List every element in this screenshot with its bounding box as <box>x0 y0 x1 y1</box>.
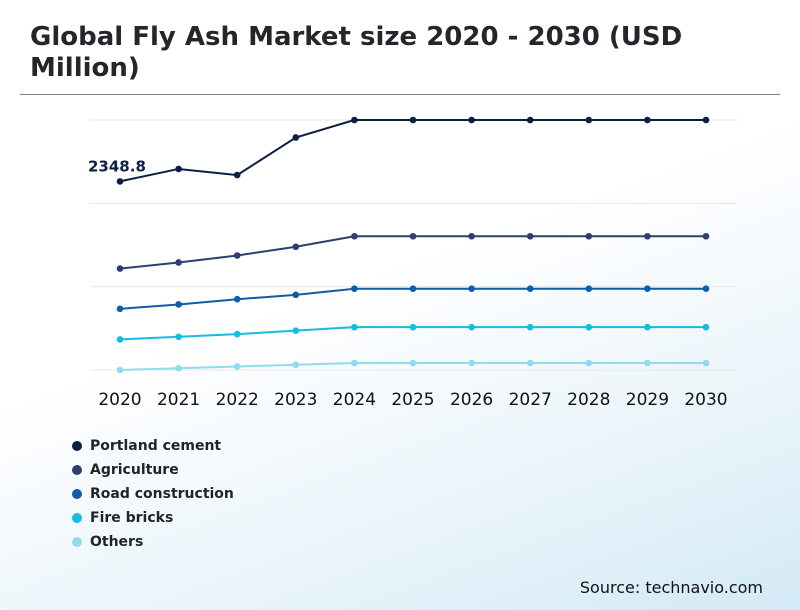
x-tick-label: 2029 <box>626 390 669 410</box>
data-point <box>644 285 651 293</box>
data-point <box>409 116 417 124</box>
data-point <box>409 232 417 240</box>
data-point <box>233 363 241 370</box>
legend-marker <box>72 489 82 499</box>
data-point <box>351 359 358 367</box>
x-tick-label: 2025 <box>391 390 434 410</box>
data-point <box>175 364 182 372</box>
legend-label: Road construction <box>90 486 234 502</box>
data-point <box>702 232 710 240</box>
data-point <box>351 116 358 124</box>
data-point <box>585 116 593 124</box>
data-point <box>644 359 651 367</box>
legend-item: Others <box>72 530 234 554</box>
data-point <box>175 259 182 266</box>
legend-marker <box>72 513 82 523</box>
x-tick-label: 2027 <box>509 390 552 410</box>
data-point <box>468 116 475 124</box>
data-point <box>292 243 300 251</box>
data-point <box>116 178 124 185</box>
series-line <box>119 119 706 183</box>
legend-item: Agriculture <box>72 458 234 482</box>
data-point <box>351 285 358 293</box>
data-point <box>233 295 241 303</box>
data-point <box>644 232 651 240</box>
data-point <box>526 359 534 367</box>
data-point <box>351 323 358 331</box>
data-point <box>116 265 124 272</box>
data-point <box>644 323 651 331</box>
legend-label: Others <box>90 534 144 550</box>
legend-marker <box>72 537 82 547</box>
data-point <box>116 305 124 313</box>
legend-label: Fire bricks <box>90 510 174 526</box>
data-point <box>292 134 300 141</box>
legend-item: Road construction <box>72 482 234 506</box>
data-point <box>702 359 710 367</box>
data-point <box>409 323 417 331</box>
data-point <box>468 232 475 240</box>
data-point <box>702 116 710 124</box>
x-tick-label: 2028 <box>567 390 610 410</box>
x-tick-label: 2023 <box>274 390 317 410</box>
line-chart: 2020 2021 2022 2023 2024 2025 2026 2027 2028 2029… <box>88 116 737 410</box>
data-point <box>468 359 475 367</box>
data-point <box>702 323 710 331</box>
legend-item: Fire bricks <box>72 506 234 530</box>
data-point <box>175 333 182 341</box>
series-line <box>119 235 706 270</box>
x-tick-label: 2022 <box>216 390 259 410</box>
data-point <box>468 323 475 331</box>
data-point <box>351 232 358 240</box>
data-point <box>175 301 182 308</box>
x-tick-label: 2026 <box>450 390 493 410</box>
x-tick-label: 2021 <box>157 390 200 410</box>
data-point <box>233 171 241 179</box>
data-point <box>585 323 593 331</box>
data-point <box>585 232 593 240</box>
data-point <box>526 285 534 293</box>
data-point <box>233 252 241 259</box>
x-tick-label: 2030 <box>684 390 727 410</box>
data-point <box>116 366 124 374</box>
data-point <box>585 359 593 367</box>
data-point <box>409 285 417 293</box>
x-tick-label: 2024 <box>333 390 376 410</box>
legend-item: Portland cement <box>72 434 234 458</box>
data-point <box>116 336 124 343</box>
legend-marker <box>72 441 82 451</box>
data-point <box>468 285 475 293</box>
data-point <box>409 359 417 367</box>
source-label: Source: technavio.com <box>579 578 763 597</box>
data-point <box>292 291 300 299</box>
data-label: 2348.8 <box>88 157 146 175</box>
data-point <box>292 327 300 334</box>
data-point <box>526 232 534 240</box>
data-point <box>292 361 300 369</box>
data-point <box>585 285 593 293</box>
x-tick-label: 2020 <box>98 390 141 410</box>
chart-legend: Portland cement Agriculture Road construct… <box>72 434 234 554</box>
chart-title: Global Fly Ash Market size 2020 - 2030 (… <box>30 22 683 83</box>
data-point <box>526 116 534 124</box>
legend-marker <box>72 465 82 475</box>
data-point <box>175 165 182 173</box>
title-divider <box>20 94 780 95</box>
data-point <box>233 330 241 338</box>
data-point <box>702 285 710 293</box>
legend-label: Portland cement <box>90 438 222 454</box>
data-point <box>644 116 651 124</box>
data-point <box>526 323 534 331</box>
legend-label: Agriculture <box>90 462 179 478</box>
